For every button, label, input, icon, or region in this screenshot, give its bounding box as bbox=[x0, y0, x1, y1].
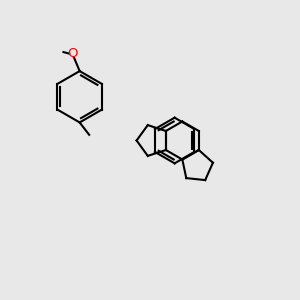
Text: O: O bbox=[67, 47, 77, 61]
